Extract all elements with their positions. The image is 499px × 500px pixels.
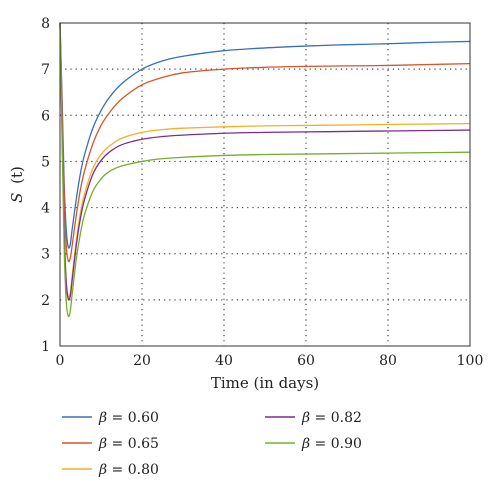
legend-equals: =: [107, 462, 128, 478]
legend-entry: β = 0.82: [301, 410, 362, 426]
y-axis-symbol: S: [8, 193, 26, 203]
legend-symbol: β: [98, 462, 107, 478]
x-tick-label: 60: [297, 353, 315, 369]
plot-series: [59, 22, 471, 318]
grid-lines: [60, 23, 470, 346]
legend-equals: =: [107, 436, 128, 452]
legend: β = 0.60β = 0.65β = 0.80β = 0.82β = 0.90: [62, 410, 362, 478]
x-axis-title: Time (in days): [211, 374, 319, 392]
legend-symbol: β: [98, 410, 107, 426]
x-tick-label: 40: [215, 353, 233, 369]
y-tick-label: 7: [41, 62, 50, 78]
y-tick-labels: 1 2 3 4 5 6 7 8: [41, 16, 50, 355]
legend-value: 0.90: [331, 436, 362, 452]
series-line-0.80: [59, 22, 471, 298]
series-line-0.82: [59, 22, 471, 301]
y-axis-title: S (t): [8, 166, 26, 203]
legend-equals: =: [310, 436, 331, 452]
legend-equals: =: [107, 410, 128, 426]
y-axis-suffix: (t): [8, 166, 26, 184]
y-tick-label: 8: [41, 16, 50, 32]
x-tick-label: 80: [379, 353, 397, 369]
plot-frame: [59, 22, 471, 347]
series-line-0.90: [59, 22, 471, 318]
legend-symbol: β: [301, 410, 310, 426]
series-line-0.65: [59, 22, 471, 263]
x-tick-labels: 0 20 40 60 80 100: [56, 353, 484, 369]
y-tick-label: 4: [41, 201, 50, 217]
y-tick-label: 5: [41, 154, 50, 170]
series-line-0.60: [59, 22, 471, 249]
legend-symbol: β: [98, 436, 107, 452]
y-tick-label: 6: [41, 108, 50, 124]
legend-entry: β = 0.90: [301, 436, 362, 452]
legend-entry: β = 0.80: [98, 462, 159, 478]
y-tick-label: 2: [41, 293, 50, 309]
legend-equals: =: [310, 410, 331, 426]
legend-value: 0.65: [128, 436, 159, 452]
x-tick-label: 100: [457, 353, 484, 369]
legend-entry: β = 0.60: [98, 410, 159, 426]
y-tick-label: 3: [41, 247, 50, 263]
legend-value: 0.60: [128, 410, 159, 426]
x-tick-label: 0: [56, 353, 65, 369]
legend-symbol: β: [301, 436, 310, 452]
x-tick-label: 20: [133, 353, 151, 369]
legend-value: 0.80: [128, 462, 159, 478]
legend-entry: β = 0.65: [98, 436, 159, 452]
legend-value: 0.82: [331, 410, 362, 426]
y-tick-label: 1: [41, 339, 50, 355]
